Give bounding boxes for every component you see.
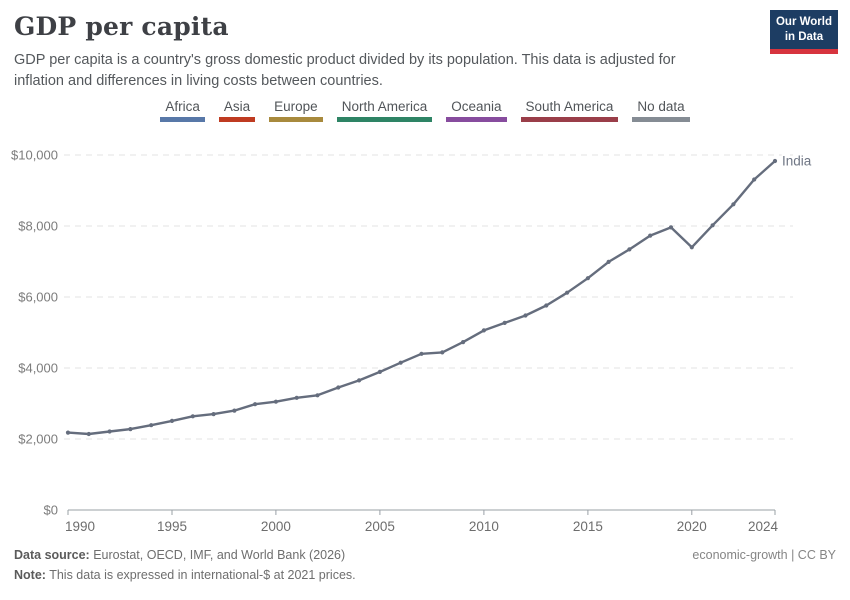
data-point[interactable]: [211, 412, 216, 417]
data-point[interactable]: [190, 414, 195, 419]
legend-swatch: [446, 117, 507, 122]
owid-logo[interactable]: Our World in Data: [769, 10, 838, 54]
data-point[interactable]: [772, 158, 778, 164]
data-point[interactable]: [65, 430, 71, 435]
legend-label: South America: [525, 99, 614, 114]
x-tick-label: 2015: [573, 519, 603, 534]
legend-label: Africa: [165, 99, 200, 114]
x-tick-label: 1990: [65, 519, 95, 534]
data-point[interactable]: [565, 290, 570, 295]
data-point[interactable]: [606, 259, 611, 264]
legend-item-south-america[interactable]: South America: [520, 99, 619, 122]
note-text: This data is expressed in international-…: [49, 568, 356, 582]
data-point[interactable]: [440, 350, 445, 355]
legend-item-north-america[interactable]: North America: [336, 99, 433, 122]
x-tick-label: 2010: [469, 519, 499, 534]
y-tick-label: $4,000: [18, 361, 58, 376]
data-point[interactable]: [315, 393, 320, 398]
data-source-line: Data source: Eurostat, OECD, IMF, and Wo…: [14, 545, 345, 565]
data-point[interactable]: [585, 276, 591, 281]
x-tick-label: 1995: [157, 519, 187, 534]
chart-subtitle: GDP per capita is a country's gross dome…: [14, 52, 676, 90]
y-tick-label: $0: [44, 503, 58, 518]
data-point[interactable]: [107, 429, 112, 434]
data-point[interactable]: [398, 360, 403, 365]
legend-swatch: [520, 117, 619, 122]
chart-footer: Data source: Eurostat, OECD, IMF, and Wo…: [14, 545, 836, 585]
data-point[interactable]: [523, 313, 528, 318]
data-point[interactable]: [419, 351, 424, 356]
y-tick-label: $8,000: [18, 219, 58, 234]
data-point[interactable]: [668, 225, 674, 230]
data-point[interactable]: [648, 233, 653, 238]
data-point[interactable]: [502, 320, 507, 325]
data-source-text: Eurostat, OECD, IMF, and World Bank (202…: [93, 548, 346, 562]
license-link[interactable]: economic-growth | CC BY: [692, 548, 836, 562]
series-end-label[interactable]: India: [781, 152, 814, 170]
data-point[interactable]: [689, 245, 694, 250]
legend-label: North America: [341, 99, 428, 114]
legend-swatch: [218, 117, 256, 122]
continent-legend: Africa Asia Europe North America Oceania Sout…: [0, 99, 850, 122]
data-point[interactable]: [232, 408, 237, 413]
x-tick-label: 2005: [365, 519, 395, 534]
data-point[interactable]: [336, 385, 341, 390]
note-label: Note:: [14, 568, 46, 582]
note-line: Note: This data is expressed in internat…: [14, 565, 356, 585]
legend-swatch: [336, 117, 433, 122]
legend-item-africa[interactable]: Africa: [160, 99, 205, 122]
data-point[interactable]: [377, 369, 382, 374]
legend-item-europe[interactable]: Europe: [269, 99, 323, 122]
data-point[interactable]: [731, 202, 736, 207]
owid-logo-line1: Our World: [775, 16, 832, 28]
x-tick-label: 2024: [748, 519, 779, 534]
data-point[interactable]: [169, 418, 175, 423]
gdp-line-chart[interactable]: $0 $2,000 $4,000 $6,000 $8,000 $10,000 1990 199…: [0, 138, 850, 540]
data-point[interactable]: [128, 427, 133, 432]
x-tick-label: 2020: [677, 519, 707, 534]
legend-item-oceania[interactable]: Oceania: [446, 99, 507, 122]
data-point[interactable]: [481, 328, 486, 333]
legend-item-asia[interactable]: Asia: [218, 99, 256, 122]
data-point[interactable]: [710, 223, 715, 228]
data-point[interactable]: [273, 399, 278, 404]
legend-label: No data: [637, 99, 685, 114]
y-tick-label: $10,000: [11, 148, 58, 163]
page-title: GDP per capita: [14, 12, 229, 41]
data-point[interactable]: [627, 247, 632, 252]
y-tick-label: $2,000: [18, 432, 58, 447]
owid-logo-line2: in Data: [784, 30, 824, 43]
data-source-label: Data source:: [14, 548, 90, 562]
data-point[interactable]: [294, 395, 299, 400]
data-point[interactable]: [86, 431, 91, 437]
data-point[interactable]: [253, 402, 258, 407]
legend-swatch: [632, 117, 690, 122]
data-point[interactable]: [544, 303, 549, 308]
legend-swatch: [269, 117, 323, 122]
data-point[interactable]: [357, 378, 362, 383]
y-tick-label: $6,000: [18, 290, 58, 305]
x-tick-label: 2000: [261, 519, 291, 534]
data-point[interactable]: [461, 340, 466, 345]
legend-label: Oceania: [451, 99, 502, 114]
legend-label: Europe: [274, 99, 318, 114]
legend-item-no-data[interactable]: No data: [632, 99, 690, 122]
data-point[interactable]: [752, 177, 757, 182]
data-point[interactable]: [149, 423, 154, 428]
legend-swatch: [160, 117, 205, 122]
legend-label: Asia: [223, 99, 251, 114]
